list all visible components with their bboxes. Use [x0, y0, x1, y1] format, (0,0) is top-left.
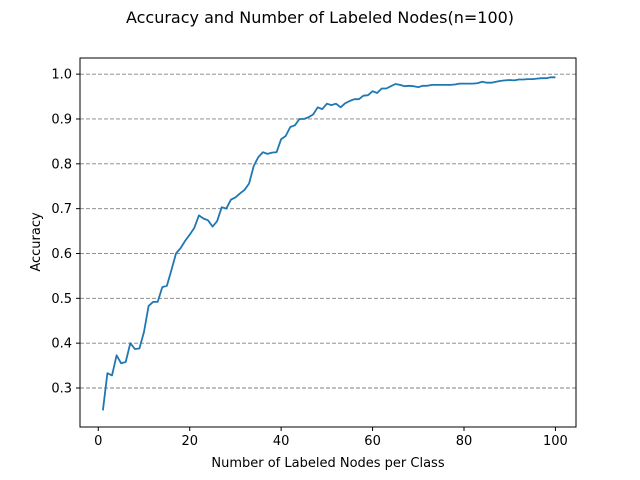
y-axis-ticks: 0.3 0.4 0.5 0.6 0.7 0.8 0.9 1.0 [51, 68, 80, 396]
x-axis-ticks: 0 20 40 60 80 100 [94, 427, 568, 449]
x-tick-label: 100 [543, 434, 568, 449]
x-axis-label: Number of Labeled Nodes per Class [211, 456, 444, 471]
y-tick-label: 0.4 [51, 337, 72, 352]
y-tick-label: 0.3 [51, 381, 72, 396]
x-tick-label: 20 [181, 434, 198, 449]
x-tick-label: 60 [364, 434, 381, 449]
x-tick-label: 0 [94, 434, 102, 449]
x-tick-label: 40 [273, 434, 290, 449]
y-tick-label: 0.8 [51, 157, 72, 172]
y-tick-label: 0.6 [51, 247, 72, 262]
grid-lines [80, 73, 576, 389]
y-axis-label: Accuracy [29, 212, 44, 272]
accuracy-line [102, 76, 556, 411]
series-group [102, 76, 556, 411]
y-tick-label: 0.9 [51, 112, 72, 127]
y-tick-label: 0.5 [51, 292, 72, 307]
chart-title: Accuracy and Number of Labeled Nodes(n=1… [126, 8, 514, 27]
plot-frame [79, 57, 577, 428]
x-tick-label: 80 [456, 434, 473, 449]
y-tick-label: 1.0 [51, 68, 72, 83]
y-tick-label: 0.7 [51, 202, 72, 217]
